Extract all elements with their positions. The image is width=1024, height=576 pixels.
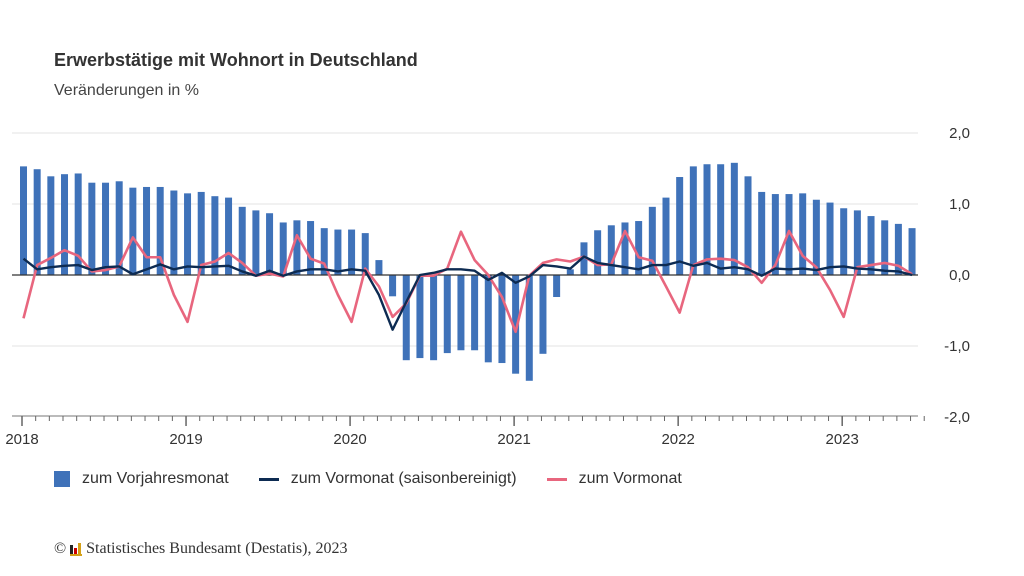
- bar-vorjahresmonat: [156, 186, 164, 275]
- bar-vorjahresmonat: [498, 275, 506, 364]
- legend-swatch-line: [546, 477, 567, 481]
- bar-vorjahresmonat: [443, 275, 451, 354]
- legend-label: zum Vormonat: [578, 470, 682, 487]
- bar-vorjahresmonat: [430, 275, 438, 361]
- bar-vorjahresmonat: [457, 275, 465, 351]
- y-tick-label: 2,0: [949, 125, 970, 142]
- bar-vorjahresmonat: [867, 216, 875, 275]
- line-vormonat: [22, 229, 913, 334]
- bar-vorjahresmonat: [771, 194, 779, 275]
- bar-vorjahresmonat: [758, 191, 766, 275]
- bar-vorjahresmonat: [881, 220, 889, 275]
- bar-vorjahresmonat: [320, 228, 328, 275]
- bar-vorjahresmonat: [225, 197, 233, 275]
- bar-vorjahresmonat: [170, 190, 178, 275]
- bar-vorjahresmonat: [143, 186, 151, 275]
- bar-vorjahresmonat: [307, 221, 315, 275]
- bar-vorjahresmonat: [115, 181, 123, 275]
- bar-vorjahresmonat: [129, 187, 137, 275]
- line-vormonat-saisonbereinigt: [22, 255, 913, 331]
- bar-vorjahresmonat: [853, 210, 861, 275]
- bar-vorjahresmonat: [730, 162, 738, 275]
- y-tick-label: -2,0: [944, 409, 970, 426]
- bar-vorjahresmonat: [74, 173, 82, 275]
- x-tick-label: 2020: [333, 431, 366, 448]
- chart-subtitle: Veränderungen in %: [54, 82, 199, 99]
- y-tick-label: -1,0: [944, 338, 970, 355]
- x-tick-label: 2019: [169, 431, 202, 448]
- bar-vorjahresmonat: [717, 164, 725, 275]
- legend-label: zum Vormonat (saisonbereinigt): [290, 470, 517, 487]
- bar-vorjahresmonat: [88, 182, 96, 275]
- bar-vorjahresmonat: [416, 275, 424, 359]
- bar-vorjahresmonat: [621, 222, 629, 275]
- legend-swatch-bar: [54, 471, 70, 487]
- bar-vorjahresmonat: [689, 166, 697, 275]
- bar-vorjahresmonat: [375, 260, 383, 275]
- bar-vorjahresmonat: [361, 233, 369, 275]
- bar-vorjahresmonat: [594, 230, 602, 275]
- destatis-logo-icon: [70, 542, 83, 556]
- bar-vorjahresmonat: [894, 223, 902, 275]
- bar-vorjahresmonat: [47, 176, 55, 275]
- bar-vorjahresmonat: [197, 191, 205, 275]
- copyright-symbol: ©: [54, 540, 67, 557]
- legend: zum Vorjahresmonat zum Vormonat (saisonb…: [54, 470, 712, 488]
- x-tick-label: 2023: [826, 431, 859, 448]
- bar-vorjahresmonat: [266, 213, 274, 275]
- bar-vorjahresmonat: [525, 275, 533, 381]
- bar-vorjahresmonat: [539, 275, 547, 354]
- bar-vorjahresmonat: [580, 242, 588, 275]
- bar-vorjahresmonat: [607, 225, 615, 275]
- bar-vorjahresmonat: [648, 206, 656, 275]
- legend-item-vormonat-saisonbereinigt: zum Vormonat (saisonbereinigt): [258, 470, 517, 488]
- legend-item-vormonat: zum Vormonat: [546, 470, 682, 488]
- bar-vorjahresmonat: [785, 194, 793, 275]
- legend-swatch-line: [258, 477, 279, 481]
- bar-vorjahresmonat: [635, 221, 643, 275]
- bar-vorjahresmonat: [33, 169, 41, 275]
- bar-vorjahresmonat: [61, 174, 69, 275]
- bar-vorjahresmonat: [279, 222, 287, 275]
- y-tick-label: 0,0: [949, 267, 970, 284]
- bar-vorjahresmonat: [402, 275, 410, 361]
- bar-vorjahresmonat: [389, 275, 397, 297]
- bar-vorjahresmonat: [553, 275, 561, 298]
- bar-vorjahresmonat: [908, 228, 916, 275]
- x-tick-label: 2022: [661, 431, 694, 448]
- bar-vorjahresmonat: [293, 220, 301, 275]
- bar-vorjahresmonat: [334, 229, 342, 275]
- bar-vorjahresmonat: [840, 208, 848, 275]
- bar-vorjahresmonat: [102, 182, 110, 275]
- bar-vorjahresmonat: [799, 193, 807, 275]
- bar-vorjahresmonat: [826, 202, 834, 275]
- bar-vorjahresmonat: [744, 176, 752, 275]
- legend-item-vorjahresmonat: zum Vorjahresmonat: [54, 470, 229, 488]
- bar-vorjahresmonat: [676, 177, 684, 275]
- bar-vorjahresmonat: [348, 229, 356, 275]
- x-tick-label: 2018: [5, 431, 38, 448]
- bar-vorjahresmonat: [238, 206, 246, 275]
- bar-vorjahresmonat: [484, 275, 492, 363]
- chart-title: Erwerbstätige mit Wohnort in Deutschland: [54, 50, 418, 70]
- bar-vorjahresmonat: [812, 199, 820, 275]
- bar-vorjahresmonat: [252, 210, 260, 275]
- bar-vorjahresmonat: [512, 275, 520, 374]
- y-tick-label: 1,0: [949, 196, 970, 213]
- bar-vorjahresmonat: [703, 164, 711, 275]
- source-footer: © Statistisches Bundesamt (Destatis), 20…: [54, 540, 347, 558]
- bar-vorjahresmonat: [566, 269, 574, 275]
- bar-vorjahresmonat: [20, 166, 27, 275]
- x-tick-label: 2021: [497, 431, 530, 448]
- bar-vorjahresmonat: [184, 193, 192, 275]
- bar-vorjahresmonat: [211, 196, 219, 275]
- legend-label: zum Vorjahresmonat: [82, 470, 229, 487]
- bar-vorjahresmonat: [662, 197, 670, 275]
- source-text: Statistisches Bundesamt (Destatis), 2023: [86, 540, 348, 557]
- bar-vorjahresmonat: [471, 275, 479, 351]
